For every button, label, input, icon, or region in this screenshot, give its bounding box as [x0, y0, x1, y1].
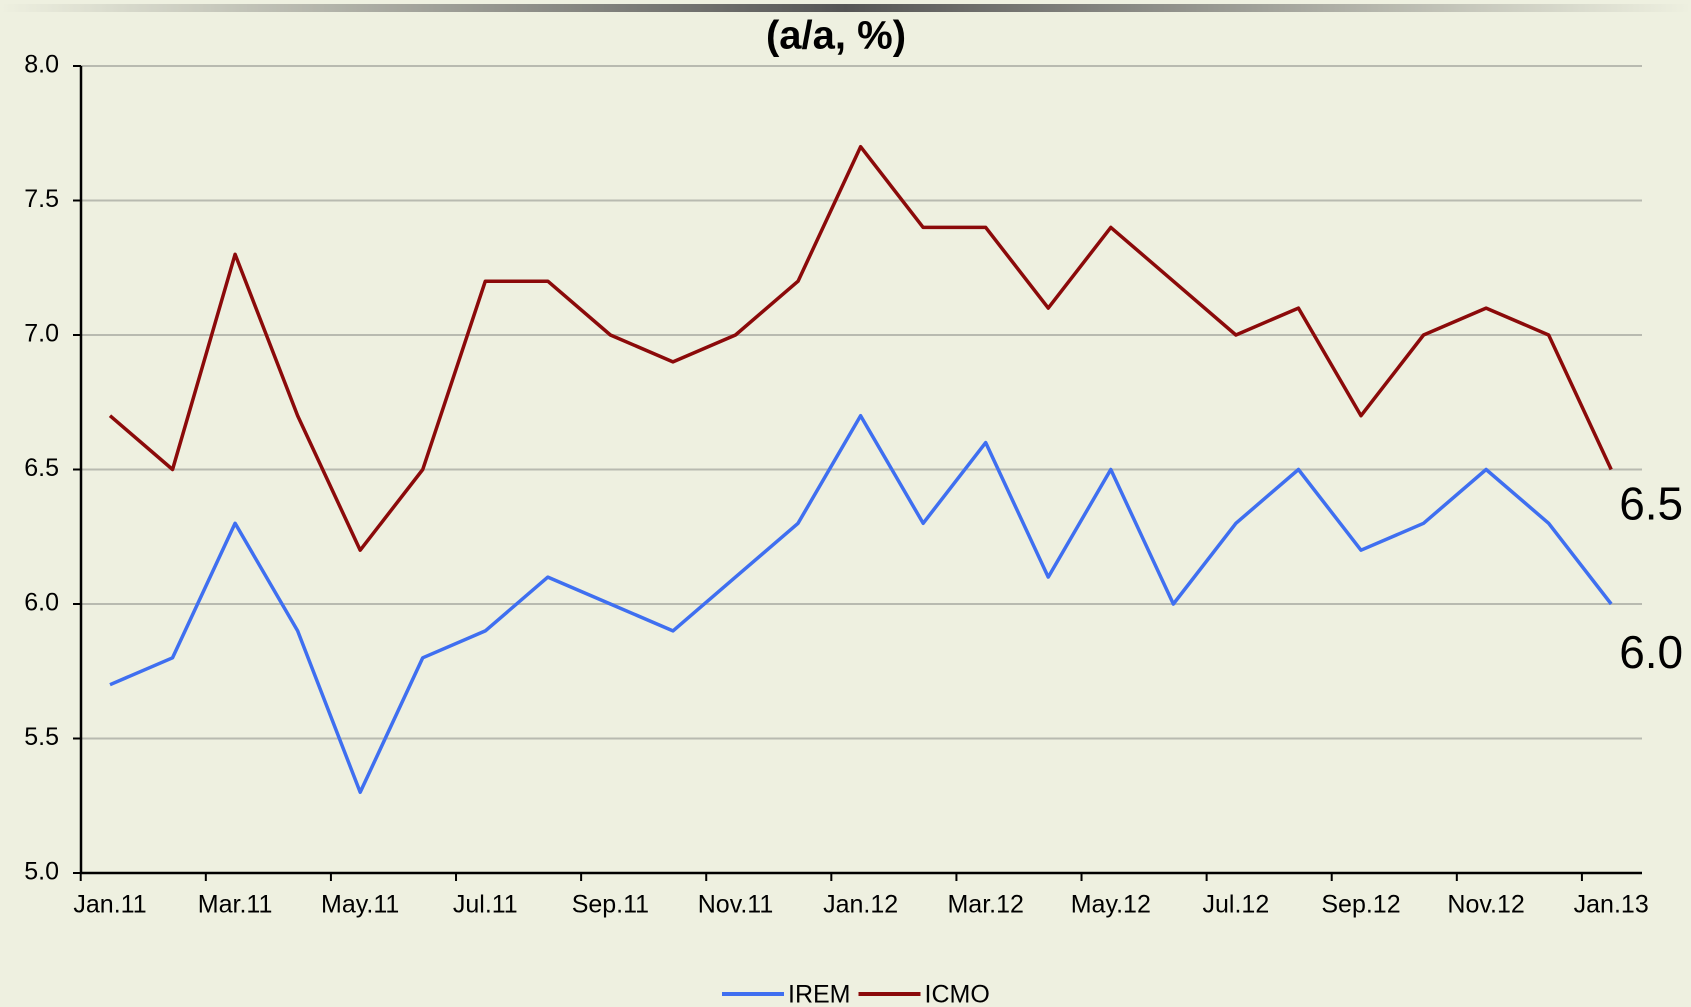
x-tick-label: Jan.12 [823, 891, 898, 919]
x-tick-label: May.12 [1071, 891, 1151, 919]
data-label: 6.5 [1619, 478, 1683, 530]
series-line [109, 413, 1613, 795]
legend-label: ICMO [925, 981, 990, 1007]
y-tick-label: 5.0 [24, 858, 59, 886]
y-tick-label: 6.5 [24, 454, 59, 482]
data-label: 6.0 [1619, 626, 1683, 678]
top-bar [0, 4, 1691, 12]
x-tick-label: May.11 [321, 891, 399, 919]
x-tick-label: Sep.12 [1321, 891, 1400, 919]
x-tick-label: Nov.11 [698, 891, 774, 919]
y-tick-label: 6.0 [24, 589, 59, 617]
x-tick-label: Jul.11 [453, 891, 518, 919]
y-tick-label: 8.0 [24, 51, 59, 79]
y-tick-label: 7.5 [24, 185, 59, 213]
x-tick-label: Jul.12 [1203, 891, 1270, 919]
x-tick-label: Jan.11 [73, 891, 146, 919]
x-tick-label: Jan.13 [1574, 891, 1649, 919]
x-tick-label: Nov.12 [1447, 891, 1524, 919]
chart-title: (a/a, %) [766, 14, 906, 58]
y-tick-label: 7.0 [24, 320, 59, 348]
x-tick-label: Mar.11 [198, 891, 273, 919]
series-line [108, 144, 1613, 552]
x-tick-label: Mar.12 [947, 891, 1023, 919]
x-tick-label: Sep.11 [572, 891, 649, 919]
y-tick-label: 5.5 [24, 723, 59, 751]
legend-label: IREM [788, 981, 851, 1007]
